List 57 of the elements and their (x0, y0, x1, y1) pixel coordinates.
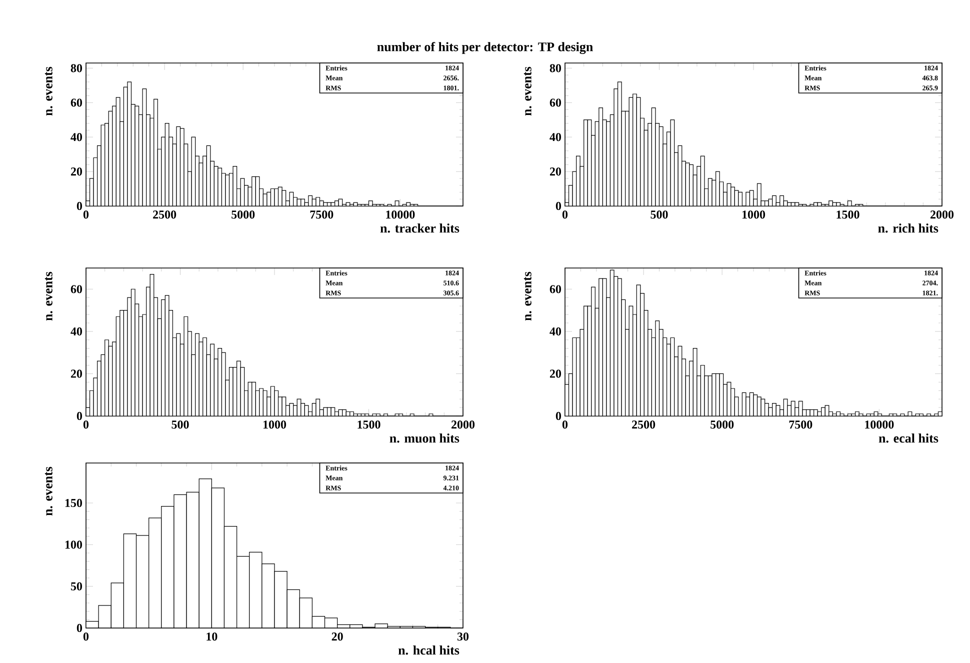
y-tick-label: 60 (550, 98, 562, 107)
y-tick-label: 150 (65, 498, 82, 508)
y-tick-label: 0 (556, 412, 562, 420)
x-tick-label: 2000 (930, 210, 954, 219)
y-tick-label: 40 (70, 133, 82, 142)
y-tick-label: 60 (550, 285, 562, 294)
x-tick-label: 0 (562, 210, 568, 219)
x-tick-label: 5000 (710, 420, 734, 429)
x-axis-title: n. hcal hits (398, 646, 460, 655)
x-tick-label: 0 (83, 632, 89, 641)
y-tick-label: 80 (70, 64, 82, 72)
x-tick-label: 0 (83, 420, 89, 429)
y-axis-title: n. events (524, 66, 532, 116)
x-axis-title: n. ecal hits (878, 434, 938, 443)
y-axis-title: n. events (44, 66, 52, 116)
y-tick-label: 40 (550, 133, 562, 142)
y-tick-label: 100 (65, 540, 82, 549)
x-tick-label: 7500 (310, 210, 334, 219)
y-tick-label: 60 (70, 285, 82, 294)
y-tick-label: 20 (550, 370, 562, 378)
x-axis-title: n. rich hits (878, 224, 938, 233)
x-tick-label: 2500 (153, 210, 176, 219)
x-tick-label: 7500 (789, 420, 812, 429)
x-tick-label: 1000 (742, 210, 766, 219)
y-tick-label: 50 (70, 582, 82, 590)
x-tick-label: 30 (457, 632, 469, 641)
y-tick-label: 0 (556, 202, 562, 210)
y-tick-label: 0 (76, 412, 82, 420)
y-tick-label: 20 (70, 167, 82, 176)
x-axis-title: n. muon hits (390, 434, 460, 443)
x-tick-label: 1500 (836, 210, 860, 219)
y-tick-label: 80 (550, 64, 562, 72)
y-tick-label: 0 (76, 202, 82, 210)
x-tick-label: 2500 (632, 420, 656, 429)
x-tick-label: 500 (172, 420, 189, 429)
y-axis-title: n. events (44, 466, 52, 516)
y-tick-label: 0 (76, 624, 82, 632)
y-tick-label: 20 (550, 167, 562, 176)
chart-title: number of hits per detector: TP design (377, 42, 593, 54)
x-tick-label: 10000 (386, 210, 415, 219)
y-tick-label: 40 (550, 327, 562, 336)
y-tick-label: 20 (70, 370, 82, 378)
y-axis-title: n. events (524, 272, 532, 321)
x-tick-label: 0 (562, 420, 568, 429)
y-axis-title: n. events (44, 272, 52, 321)
x-tick-label: 0 (83, 210, 89, 219)
x-tick-label: 20 (332, 632, 343, 641)
y-tick-label: 60 (70, 98, 82, 107)
x-tick-label: 10000 (865, 420, 894, 429)
x-tick-label: 5000 (232, 210, 255, 219)
y-tick-label: 40 (70, 327, 82, 336)
x-tick-label: 500 (650, 210, 668, 219)
x-tick-label: 2000 (452, 420, 475, 429)
x-tick-label: 1500 (358, 420, 380, 429)
x-tick-label: 10 (206, 632, 218, 641)
x-axis-title: n. tracker hits (380, 224, 460, 233)
x-tick-label: 1000 (263, 420, 286, 429)
